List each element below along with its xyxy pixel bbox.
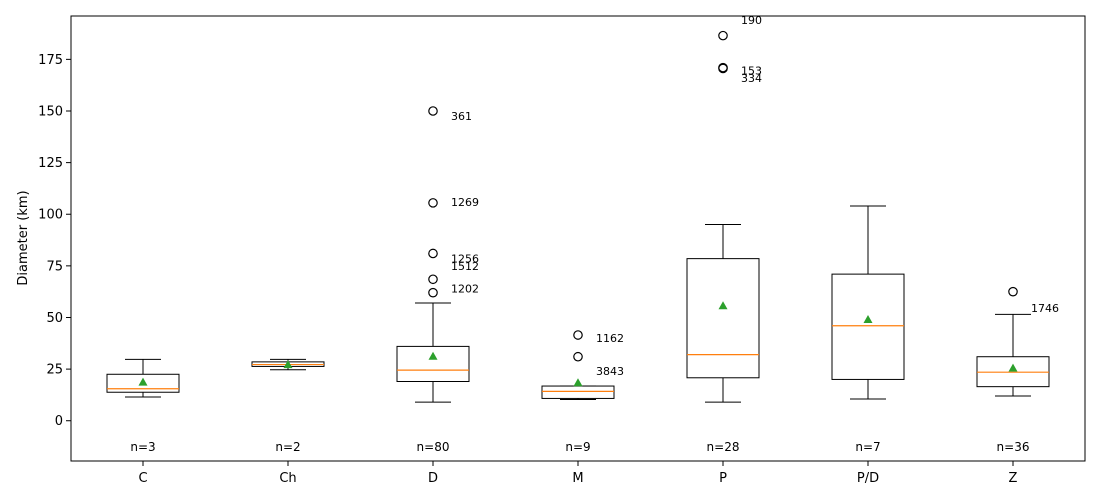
x-tick-label: M (572, 471, 583, 486)
y-tick-label: 175 (38, 53, 63, 68)
outlier-label: 1512 (451, 260, 479, 273)
x-tick-label: C (138, 471, 147, 486)
plot-background (71, 16, 1085, 461)
box-group-z: 1746 n=36 (976, 286, 1059, 454)
y-tick-label: 0 (55, 414, 63, 429)
mean-marker (573, 378, 583, 387)
n-count-label: n=80 (417, 440, 450, 454)
x-tick-label: Ch (279, 471, 296, 486)
outlier-point (428, 274, 438, 285)
x-tick-label: P/D (857, 471, 879, 486)
box-group-p-d: n=7 (831, 205, 905, 454)
outlier-point (428, 106, 438, 116)
y-axis: 0 25 50 75 100 125 150 175 (38, 53, 71, 429)
outlier-label: 1269 (451, 196, 479, 209)
outlier-point (428, 198, 438, 208)
outlier-label: 3843 (596, 365, 624, 378)
outlier-label: 1162 (596, 332, 624, 345)
box-group-ch: n=2 (251, 358, 325, 454)
n-count-label: n=2 (275, 440, 300, 454)
x-tick-label: P (719, 471, 727, 486)
mean-marker (138, 377, 148, 386)
x-tick-label: D (428, 471, 438, 486)
outlier-label: 153 (741, 65, 762, 78)
iqr-box (396, 345, 470, 382)
outlier-label: 190 (741, 14, 762, 27)
y-tick-label: 100 (38, 208, 63, 223)
outlier-point (428, 248, 438, 259)
mean-marker (718, 301, 728, 310)
iqr-box (831, 273, 905, 380)
n-count-label: n=9 (565, 440, 590, 454)
x-axis: C Ch D M P P/D Z (138, 461, 1018, 486)
mean-marker (283, 360, 293, 369)
outlier-label: 334 (741, 72, 762, 85)
mean-marker (863, 315, 873, 324)
y-tick-label: 75 (46, 259, 63, 274)
outlier-label: 1746 (1031, 302, 1059, 315)
x-tick-label: Z (1009, 471, 1018, 486)
mean-marker (1008, 363, 1018, 372)
plot-frame (70, 15, 1086, 462)
n-count-label: n=3 (130, 440, 155, 454)
box-group-m: 1162 3843 n=9 (541, 330, 624, 454)
n-count-label: n=28 (707, 440, 740, 454)
y-tick-label: 125 (38, 156, 63, 171)
outlier-point (718, 30, 728, 41)
box-group-c: n=3 (106, 358, 180, 454)
outlier-label: 1202 (451, 283, 479, 296)
iqr-box (106, 373, 180, 393)
outlier-point (573, 351, 583, 362)
y-axis-label: Diameter (km) (16, 190, 31, 285)
outlier-point (718, 63, 728, 74)
y-tick-label: 25 (46, 363, 63, 378)
outlier-label: 1256 (451, 253, 479, 266)
n-count-label: n=36 (997, 440, 1030, 454)
mean-marker (428, 351, 438, 360)
outlier-label: 361 (451, 110, 472, 123)
y-tick-label: 150 (38, 104, 63, 119)
y-tick-label: 50 (46, 311, 63, 326)
outlier-point (1008, 286, 1018, 297)
n-count-label: n=7 (855, 440, 880, 454)
iqr-box (686, 258, 760, 379)
outlier-point (573, 330, 583, 340)
outlier-point (428, 287, 438, 298)
